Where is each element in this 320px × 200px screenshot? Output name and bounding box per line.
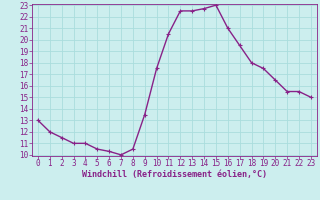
X-axis label: Windchill (Refroidissement éolien,°C): Windchill (Refroidissement éolien,°C) bbox=[82, 170, 267, 179]
